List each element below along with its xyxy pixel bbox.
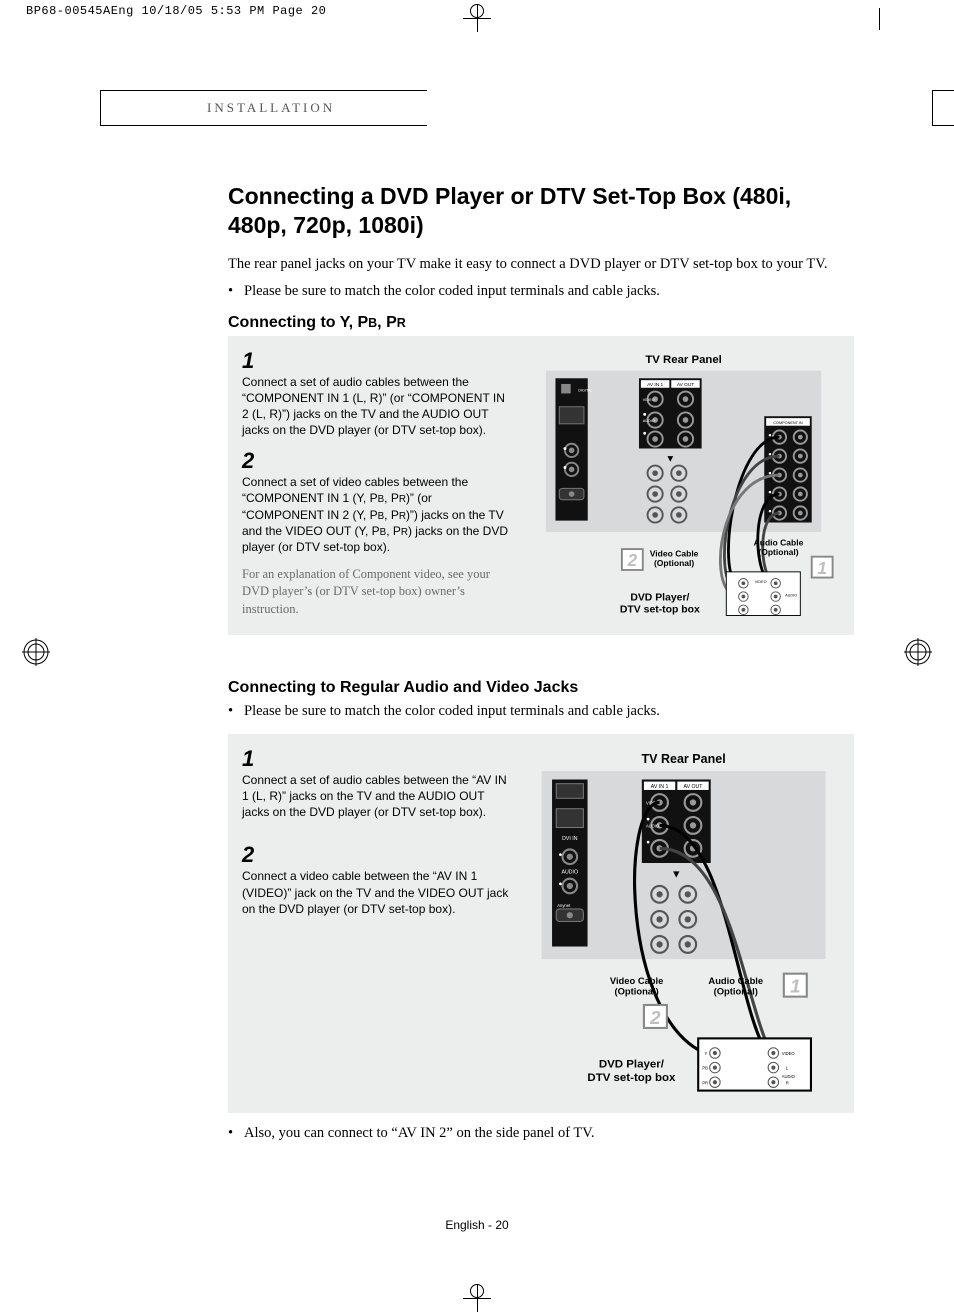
svg-text:VIDEO: VIDEO bbox=[755, 580, 767, 584]
svg-text:AUDIO: AUDIO bbox=[643, 418, 655, 422]
section1-diagram: TV Rear Panel DIGITAL bbox=[527, 346, 840, 621]
svg-text:R: R bbox=[786, 1080, 789, 1085]
page-content: INSTALLATION Connecting a DVD Player or … bbox=[100, 90, 854, 1142]
svg-text:DTV set-top box: DTV set-top box bbox=[587, 1072, 676, 1084]
section-tab-label: INSTALLATION bbox=[101, 90, 427, 126]
svg-text:AUDIO: AUDIO bbox=[561, 869, 577, 875]
svg-text:VIDEO: VIDEO bbox=[782, 1051, 796, 1056]
s1-step1-num: 1 bbox=[242, 348, 509, 374]
page-footer: English - 20 bbox=[0, 1218, 954, 1232]
d1-title: TV Rear Panel bbox=[645, 354, 722, 366]
s2-step1-num: 1 bbox=[242, 746, 509, 772]
svg-text:DVI IN: DVI IN bbox=[562, 836, 578, 842]
svg-text:Audio Cable: Audio Cable bbox=[708, 975, 763, 986]
s1-step2-num: 2 bbox=[242, 448, 509, 474]
section2-diagram: TV Rear Panel DVI IN AUDIO Anynet bbox=[527, 744, 840, 1099]
svg-text:DVD Player/: DVD Player/ bbox=[599, 1058, 665, 1070]
svg-text:(Optional): (Optional) bbox=[614, 985, 658, 996]
svg-text:AV OUT: AV OUT bbox=[683, 784, 703, 790]
section1-block: 1 Connect a set of audio cables between … bbox=[228, 336, 854, 635]
trim-tick-top-right bbox=[879, 8, 880, 30]
svg-text:AUDIO: AUDIO bbox=[782, 1074, 796, 1079]
svg-text:VIDEO: VIDEO bbox=[643, 398, 655, 402]
svg-text:Video Cable: Video Cable bbox=[650, 548, 699, 558]
svg-text:Audio Cable: Audio Cable bbox=[753, 537, 803, 547]
section1-heading: Connecting to Y, PB, PR bbox=[228, 314, 854, 332]
svg-text:AUDIO: AUDIO bbox=[646, 823, 660, 828]
intro-bullet: Please be sure to match the color coded … bbox=[228, 281, 854, 302]
page-edge-box bbox=[932, 90, 954, 126]
section2-bullet: Please be sure to match the color coded … bbox=[228, 701, 854, 722]
s2-step1-text: Connect a set of audio cables between th… bbox=[242, 772, 509, 821]
section-tab: INSTALLATION bbox=[100, 90, 854, 126]
main-title: Connecting a DVD Player or DTV Set-Top B… bbox=[228, 182, 854, 240]
section2-heading: Connecting to Regular Audio and Video Ja… bbox=[228, 679, 854, 697]
svg-text:COMPONENT IN: COMPONENT IN bbox=[773, 420, 803, 424]
svg-text:2: 2 bbox=[649, 1007, 661, 1028]
registration-mark-left bbox=[22, 638, 50, 666]
s1-note: For an explanation of Component video, s… bbox=[242, 566, 509, 619]
svg-text:(Optional): (Optional) bbox=[758, 546, 798, 556]
svg-text:TV Rear Panel: TV Rear Panel bbox=[641, 752, 725, 766]
intro-text: The rear panel jacks on your TV make it … bbox=[228, 254, 854, 275]
svg-text:AV IN 1: AV IN 1 bbox=[647, 381, 663, 387]
svg-text:Anynet: Anynet bbox=[557, 903, 571, 908]
s2-step2-text: Connect a video cable between the “AV IN… bbox=[242, 868, 509, 917]
s1-step2-text: Connect a set of video cables between th… bbox=[242, 474, 509, 555]
registration-mark-right bbox=[904, 638, 932, 666]
svg-text:DVD Player/: DVD Player/ bbox=[630, 592, 689, 603]
svg-text:2: 2 bbox=[626, 551, 637, 570]
svg-text:1: 1 bbox=[790, 975, 800, 996]
svg-text:(Optional): (Optional) bbox=[654, 558, 694, 568]
svg-text:Video Cable: Video Cable bbox=[610, 975, 664, 986]
s1-step1-text: Connect a set of audio cables between th… bbox=[242, 374, 509, 439]
svg-text:Y: Y bbox=[704, 1051, 707, 1056]
print-header: BP68-00545AEng 10/18/05 5:53 PM Page 20 bbox=[26, 4, 326, 18]
section2-block: 1 Connect a set of audio cables between … bbox=[228, 734, 854, 1113]
svg-text:(Optional): (Optional) bbox=[713, 985, 757, 996]
svg-text:AV OUT: AV OUT bbox=[677, 381, 694, 387]
footer-note: Also, you can connect to “AV IN 2” on th… bbox=[228, 1125, 854, 1142]
svg-text:AUDIO: AUDIO bbox=[785, 593, 797, 597]
svg-text:PR: PR bbox=[702, 1080, 708, 1085]
svg-text:DIGITAL: DIGITAL bbox=[578, 388, 592, 392]
svg-text:1: 1 bbox=[817, 558, 827, 577]
svg-text:AV IN 1: AV IN 1 bbox=[651, 784, 669, 790]
svg-text:DTV set-top box: DTV set-top box bbox=[620, 604, 700, 615]
s2-step2-num: 2 bbox=[242, 842, 509, 868]
svg-text:PB: PB bbox=[702, 1065, 708, 1070]
